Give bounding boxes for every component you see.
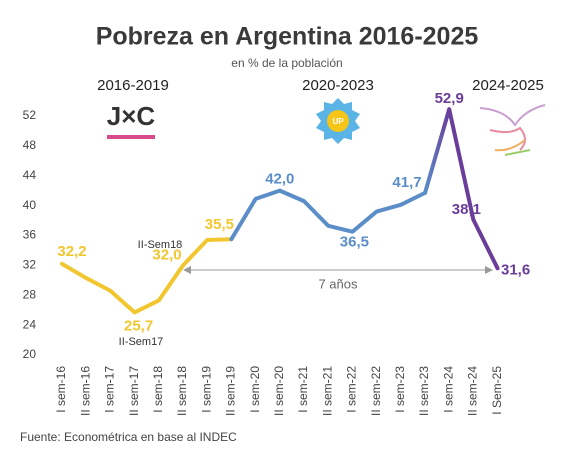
annotation: II-Sem18 [138,239,183,251]
x-tick-label: II sem-18 [175,366,189,416]
data-label: 52,9 [435,90,464,107]
annotation: 7 años [318,276,358,291]
y-tick-label: 28 [23,287,37,301]
period-label: 2024-2025 [472,77,544,94]
data-label: 42,0 [265,171,294,188]
data-label: 32,2 [57,243,86,260]
chart-subtitle: en % de la población [231,56,342,70]
x-tick-label: I sem-16 [54,366,68,413]
x-tick-label: I sem-23 [393,366,407,413]
x-tick-label: II sem-19 [224,366,238,416]
series-line [60,237,234,315]
data-label: 31,6 [501,261,530,278]
up-badge [316,98,360,144]
y-tick-label: 36 [23,228,37,242]
x-tick-label: I sem-18 [151,366,165,413]
y-tick-label: 52 [23,108,37,122]
y-tick-label: 24 [23,317,37,331]
x-tick-label: I sem-20 [248,366,262,413]
x-tick-label: I sem-17 [103,366,117,413]
series-line [229,188,427,242]
x-tick-label: II sem-23 [417,366,431,416]
x-tick-label: I sem-21 [296,366,310,413]
series-line [423,107,500,271]
x-tick-label: II sem-21 [320,366,334,416]
data-label: 38,1 [452,201,481,218]
period-label: 2016-2019 [97,77,169,94]
y-tick-label: 48 [23,138,37,152]
x-tick-label: I sem-19 [199,366,213,413]
data-label: 36,5 [340,234,369,251]
y-tick-label: 44 [23,168,37,182]
chart-title: Pobreza en Argentina 2016-2025 [96,23,479,51]
y-tick-label: 20 [23,347,37,361]
x-tick-label: I Sem-25 [490,366,504,415]
y-tick-label: 40 [23,198,37,212]
x-tick-label: I sem-22 [345,366,359,413]
period-label: 2020-2023 [302,77,374,94]
x-tick-label: II sem-24 [466,366,480,416]
up-logo: UP [332,117,344,126]
x-tick-label: II sem-20 [272,366,286,416]
logo-bar [107,135,155,139]
data-label: 25,7 [124,317,153,334]
data-label: 35,5 [205,216,234,233]
x-tick-label: II sem-16 [78,366,92,416]
x-tick-label: II sem-17 [127,366,141,416]
bird-logo [479,104,546,156]
x-tick-label: II sem-22 [369,366,383,416]
x-tick-label: I sem-24 [441,366,455,413]
period-arrow [183,266,493,274]
jxc-logo: J×C [107,101,156,131]
data-label: 41,7 [392,174,421,191]
annotation: II-Sem17 [119,336,164,348]
data-label: 32,0 [152,246,181,263]
source: Fuente: Econométrica en base al INDEC [20,430,237,444]
y-tick-label: 32 [23,258,37,272]
